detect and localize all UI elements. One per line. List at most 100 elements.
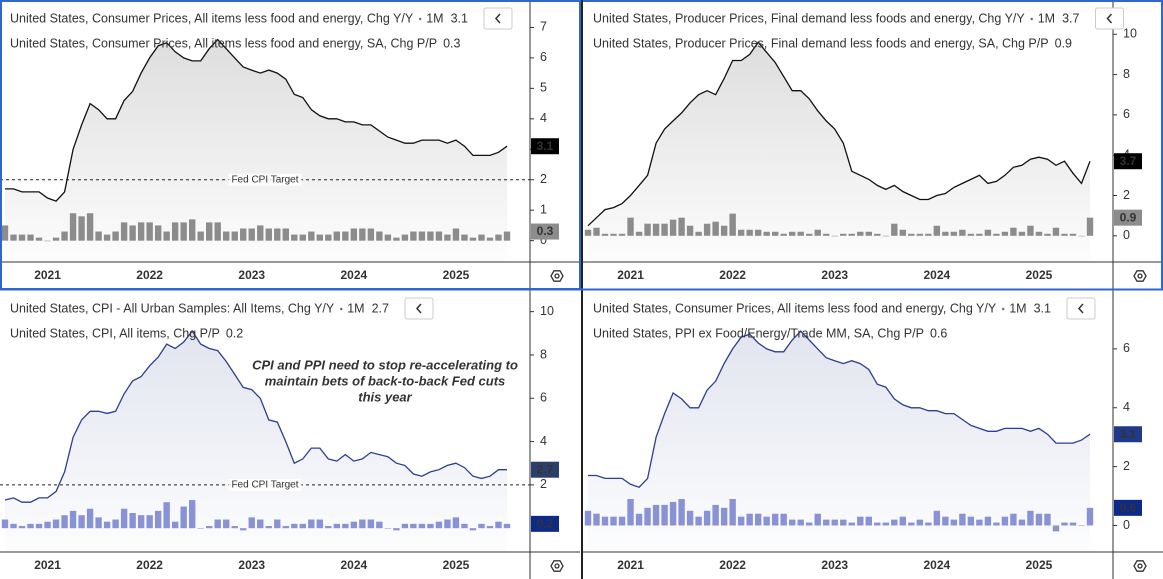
bar [908,522,915,526]
chart-panel: 0 2 4 6 3.1 0.6 2021 2022 2023 2024 2025 United Sta… [583,290,1163,579]
bar [1035,231,1043,236]
x-tick-label: 2022 [136,268,163,282]
collapse-button[interactable] [1094,7,1124,30]
settings-button[interactable] [550,270,564,282]
y-tick-label: 4 [540,111,547,125]
bar [874,233,881,236]
bar [925,522,932,526]
bar [1027,225,1034,236]
bar [695,231,702,236]
collapse-button[interactable] [1066,297,1096,320]
y-tick-label: 8 [540,347,547,361]
bar [61,515,68,529]
bar [486,526,494,529]
settings-button[interactable] [550,560,564,572]
bar [950,519,958,526]
bar [342,231,349,241]
bar [806,522,813,526]
settings-icon [1137,273,1143,279]
bar [780,513,787,526]
bar [231,231,238,241]
bar [214,222,221,241]
bar [308,519,315,529]
bar [265,526,272,529]
bar [452,517,460,529]
y-tick-label: 1 [540,203,547,217]
value-badge-label: 0.9 [1120,210,1137,224]
bar [206,526,213,529]
bar [410,523,417,529]
bar [882,235,889,237]
area [588,42,1090,262]
collapse-button[interactable] [404,297,434,320]
bar [933,225,941,236]
legend-frequency: 1M [1009,301,1026,315]
bar [503,231,511,241]
x-tick-label: 2022 [719,558,746,572]
bar [95,231,102,241]
legend-value: 3.1 [451,11,468,25]
bar [120,508,128,529]
legend-separator [1030,17,1033,21]
bar [737,516,745,526]
x-tick-label: 2021 [34,268,61,282]
x-tick-label: 2024 [340,558,367,572]
settings-button[interactable] [1133,560,1147,572]
bar [584,510,592,526]
collapse-button[interactable] [483,7,513,30]
bar [461,523,468,529]
value-badge-label: 3.1 [1120,427,1137,441]
bar [746,513,753,526]
bar [984,229,992,236]
bar [1086,217,1094,236]
bar [376,231,383,241]
bar [486,237,494,241]
bar [291,523,298,529]
bar [1035,513,1043,526]
settings-button[interactable] [1133,270,1147,282]
area [588,331,1090,552]
bar [652,504,660,526]
bar [891,223,898,236]
bar [899,516,907,526]
bar [359,228,366,241]
bar [627,217,634,236]
bar [401,234,409,241]
bar [444,234,451,241]
x-tick-label: 2024 [923,268,950,282]
bar [1078,525,1085,527]
y-tick-label: 0 [1123,228,1130,242]
value-badge [531,515,559,532]
value-badge-label: 0.3 [537,224,554,238]
bar [908,233,915,236]
bar [754,513,762,526]
value-badge [1114,209,1142,226]
bar [206,222,213,241]
annotation: CPI and PPI need to stop re-accelerating… [252,357,518,372]
bar [729,213,736,236]
bar [418,523,426,529]
y-tick-label: 8 [1123,67,1130,81]
value-badge [1114,499,1142,516]
legend-value: 0.9 [1055,36,1072,50]
bar [274,228,281,241]
target-label-bg [228,478,302,491]
settings-icon [1133,560,1147,572]
bar [737,229,745,236]
y-tick-label: 6 [540,391,547,405]
bar [291,234,298,241]
bar [10,523,17,529]
value-badge [1114,426,1142,443]
x-tick-label: 2025 [1026,558,1053,572]
bar [35,523,43,529]
legend-separator [419,17,422,21]
value-badge [1114,153,1142,170]
x-tick-label: 2024 [340,268,367,282]
bar [461,234,468,241]
bar [223,231,230,241]
bar [1061,522,1068,526]
value-badge [531,223,559,240]
chevron-icon [1106,13,1113,24]
bar [27,523,34,529]
bar [1,225,9,241]
